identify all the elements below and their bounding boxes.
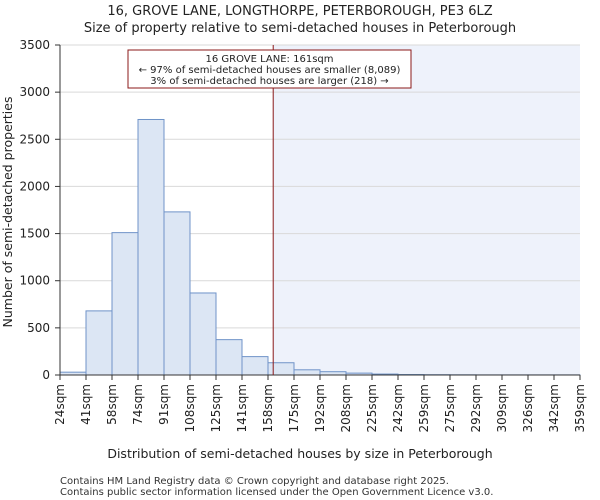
y-axis-label: Number of semi-detached properties [0,97,15,328]
x-tick-label: 108sqm [183,384,197,432]
y-tick-label: 3000 [19,85,50,99]
y-tick-label: 1500 [19,227,50,241]
y-tick-label: 1000 [19,274,50,288]
bar [293,369,321,376]
annotation-line-3: 3% of semi-detached houses are larger (2… [150,76,388,87]
x-tick-label: 24sqm [53,384,67,425]
larger-region-shade [273,45,580,375]
x-tick-label: 326sqm [521,384,535,432]
x-tick-label: 41sqm [79,384,93,425]
annotation-line-1: 16 GROVE LANE: 161sqm [205,54,333,65]
chart-subtitle: Size of property relative to semi-detach… [84,21,516,36]
x-tick-label: 74sqm [131,384,145,425]
x-tick-label: 208sqm [339,384,353,432]
plot-area: 0 500 1000 1500 2000 2500 3000 3500 24sqm 41sqm 58… [19,38,587,432]
x-tick-label: 242sqm [391,384,405,432]
bar [189,292,217,376]
bar [163,211,191,376]
bar [267,362,295,376]
x-tick-label: 275sqm [443,384,457,432]
annotation-box [127,49,412,89]
x-axis-label: Distribution of semi-detached houses by … [107,446,492,461]
x-tick-label: 158sqm [261,384,275,432]
x-tick-label: 125sqm [209,384,223,432]
x-tick-label: 225sqm [365,384,379,432]
y-tick-label: 2500 [19,132,50,146]
x-tick-label: 141sqm [235,384,249,432]
chart-title: 16, GROVE LANE, LONGTHORPE, PETERBOROUGH… [107,4,492,19]
bar [137,118,165,376]
x-tick-label: 175sqm [287,384,301,432]
x-tick-label: 192sqm [313,384,327,432]
bar [111,232,139,376]
x-tick-label: 58sqm [105,384,119,425]
x-tick-label: 359sqm [573,384,587,432]
annotation-line-2: ← 97% of semi-detached houses are smalle… [139,65,401,76]
x-tick-label: 292sqm [469,384,483,432]
y-tick-label: 500 [27,321,50,335]
bar [215,339,243,376]
x-tick-label: 91sqm [157,384,171,425]
bar [85,310,113,376]
x-tick-label: 342sqm [547,384,561,432]
y-tick-label: 0 [42,368,50,382]
x-tick-label: 259sqm [417,384,431,432]
bar [241,356,269,376]
x-tick-label: 309sqm [495,384,509,432]
footer-line-1: Contains HM Land Registry data © Crown c… [60,476,449,487]
footer-line-2: Contains public sector information licen… [60,487,493,498]
y-tick-label: 2000 [19,179,50,193]
y-tick-label: 3500 [19,38,50,52]
